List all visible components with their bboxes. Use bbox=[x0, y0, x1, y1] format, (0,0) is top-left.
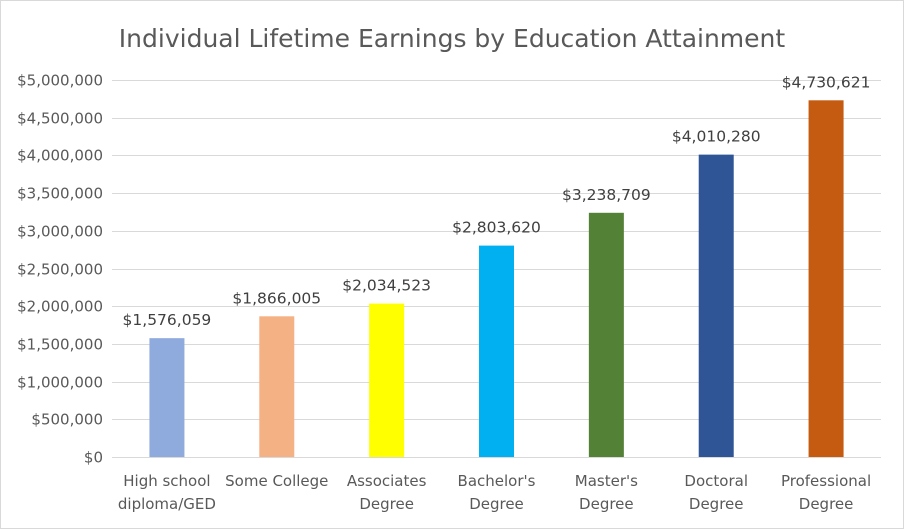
bar bbox=[808, 100, 844, 457]
y-tick-label: $0 bbox=[84, 449, 103, 467]
data-label: $4,010,280 bbox=[672, 128, 761, 146]
y-tick-label: $2,500,000 bbox=[17, 261, 103, 279]
y-tick-label: $1,500,000 bbox=[17, 336, 103, 354]
data-label: $2,803,620 bbox=[452, 219, 541, 237]
y-tick-label: $3,500,000 bbox=[17, 185, 103, 203]
x-tick-label: Master's Degree bbox=[575, 472, 638, 513]
x-tick-label: Associates Degree bbox=[347, 472, 427, 513]
data-label: $4,730,621 bbox=[782, 73, 871, 91]
y-tick-label: $4,000,000 bbox=[17, 147, 103, 165]
x-tick-label: Doctoral Degree bbox=[684, 472, 748, 513]
x-tick-label: Some College bbox=[225, 472, 328, 490]
data-label: $1,866,005 bbox=[232, 289, 321, 307]
y-axis-tick-labels: $0 $500,000 $1,000,000 $1,500,000 $2,000,000… bbox=[17, 72, 103, 467]
y-tick-label: $1,000,000 bbox=[17, 374, 103, 392]
x-tick-label: High school diploma/GED bbox=[118, 472, 216, 513]
y-tick-label: $3,000,000 bbox=[17, 223, 103, 241]
y-tick-label: $4,500,000 bbox=[17, 110, 103, 128]
x-tick-label: Professional Degree bbox=[781, 472, 871, 513]
bar bbox=[259, 316, 295, 457]
bar bbox=[369, 303, 405, 457]
bar bbox=[698, 154, 734, 458]
data-label: $2,034,523 bbox=[342, 277, 431, 295]
x-axis-tick-labels: High school diploma/GED Some College Associ… bbox=[118, 472, 871, 513]
bar bbox=[479, 245, 514, 457]
bars bbox=[149, 100, 844, 458]
x-tick-label: Bachelor's Degree bbox=[458, 472, 536, 513]
bar bbox=[149, 338, 185, 457]
y-tick-label: $2,000,000 bbox=[17, 298, 103, 316]
y-tick-label: $5,000,000 bbox=[17, 72, 103, 90]
data-label: $3,238,709 bbox=[562, 186, 651, 204]
data-labels: $1,576,059 $1,866,005 $2,034,523 $2,803,620… bbox=[123, 73, 871, 329]
bar bbox=[588, 212, 624, 457]
data-label: $1,576,059 bbox=[123, 311, 212, 329]
y-tick-label: $500,000 bbox=[31, 411, 103, 429]
chart-title: Individual Lifetime Earnings by Educatio… bbox=[119, 24, 786, 53]
